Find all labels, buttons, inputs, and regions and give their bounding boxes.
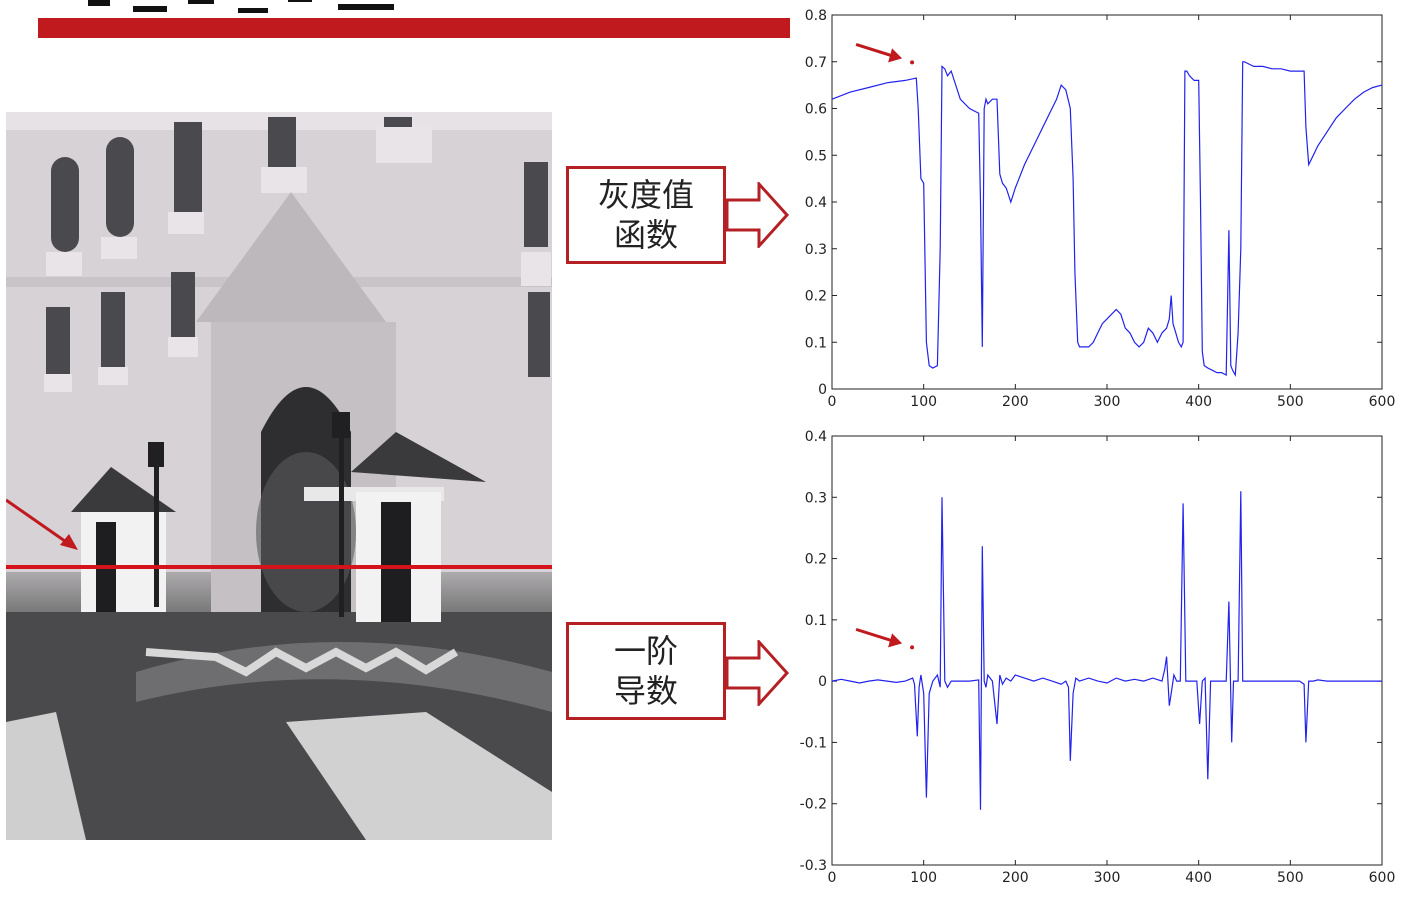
first-derivative-annotation-dot: [910, 645, 915, 650]
first-derivative-annotation-arrow: [855, 627, 895, 643]
first-derivative-x-tick-label: 100: [910, 870, 937, 886]
gray-value-x-tick-label: 200: [1002, 394, 1029, 410]
gray-value-annotation-arrowhead-icon: [888, 48, 903, 63]
first-derivative-y-tick-label: 0: [818, 674, 827, 690]
first-derivative-x-tick-label: 0: [828, 870, 837, 886]
first-derivative-axes-frame: [831, 435, 1383, 866]
gray-value-label-line2: 函数: [613, 216, 678, 254]
first-derivative-x-tick-label: 400: [1185, 870, 1212, 886]
first-derivative-x-tick-label: 600: [1369, 870, 1396, 886]
gray-value-label-line1: 灰度值: [597, 176, 694, 214]
first-derivative-label-box: 一阶 导数: [566, 622, 726, 720]
gray-value-label-box: 灰度值 函数: [566, 166, 726, 264]
gray-value-annotation-arrow: [855, 42, 895, 58]
first-derivative-y-tick-label: 0.2: [805, 552, 827, 568]
first-derivative-y-tick-label: -0.2: [800, 797, 827, 813]
first-derivative-arrow-icon: [725, 640, 790, 706]
first-derivative-y-tick-label: 0.4: [805, 429, 827, 445]
building-photo: [6, 112, 552, 840]
gray-value-x-tick-label: 100: [910, 394, 937, 410]
gray-value-plot: 0 100 200 300 400 500 600 0 0.1 0.2 0.3 0.4 0.5 0.6 0.…: [790, 6, 1402, 420]
gray-value-y-tick-label: 0.5: [805, 148, 827, 164]
gray-value-y-tick-label: 0.3: [805, 242, 827, 258]
gray-value-y-tick-label: 0.4: [805, 195, 827, 211]
title-underline-bar: [38, 18, 790, 38]
gray-value-x-tick-label: 300: [1094, 394, 1121, 410]
first-derivative-label-line2: 导数: [613, 672, 678, 710]
gray-value-series-line: [831, 61, 1383, 378]
page-title-fragment: [38, 0, 418, 18]
gray-value-y-tick-label: 0.2: [805, 289, 827, 305]
gray-value-x-tick-label: 500: [1277, 394, 1304, 410]
first-derivative-plot: 0 100 200 300 400 500 600 -0.3 -0.2 -0.1 0 0.1 0.2 0.…: [790, 425, 1402, 900]
gray-value-annotation-dot: [910, 60, 915, 65]
first-derivative-y-tick-label: -0.1: [800, 735, 827, 751]
first-derivative-series-line: [831, 491, 1382, 810]
gray-value-x-tick-label: 400: [1185, 394, 1212, 410]
first-derivative-annotation-arrowhead-icon: [888, 633, 903, 648]
gray-value-x-tick-label: 0: [828, 394, 837, 410]
gray-value-y-tick-label: 0.6: [805, 102, 827, 118]
first-derivative-y-tick-label: 0.1: [805, 613, 827, 629]
first-derivative-y-tick-label: 0.3: [805, 490, 827, 506]
gray-value-y-tick-label: 0: [818, 382, 827, 398]
first-derivative-label-line1: 一阶: [613, 632, 678, 670]
gray-value-x-tick-label: 600: [1369, 394, 1396, 410]
first-derivative-x-tick-label: 200: [1002, 870, 1029, 886]
first-derivative-x-tick-label: 300: [1094, 870, 1121, 886]
gray-value-y-tick-label: 0.8: [805, 8, 827, 24]
scan-line: [6, 565, 552, 569]
gray-value-arrow-icon: [725, 182, 790, 248]
first-derivative-x-tick-label: 500: [1277, 870, 1304, 886]
first-derivative-y-tick-label: -0.3: [800, 858, 827, 874]
gray-value-y-tick-label: 0.1: [805, 335, 827, 351]
gray-value-y-tick-label: 0.7: [805, 55, 827, 71]
